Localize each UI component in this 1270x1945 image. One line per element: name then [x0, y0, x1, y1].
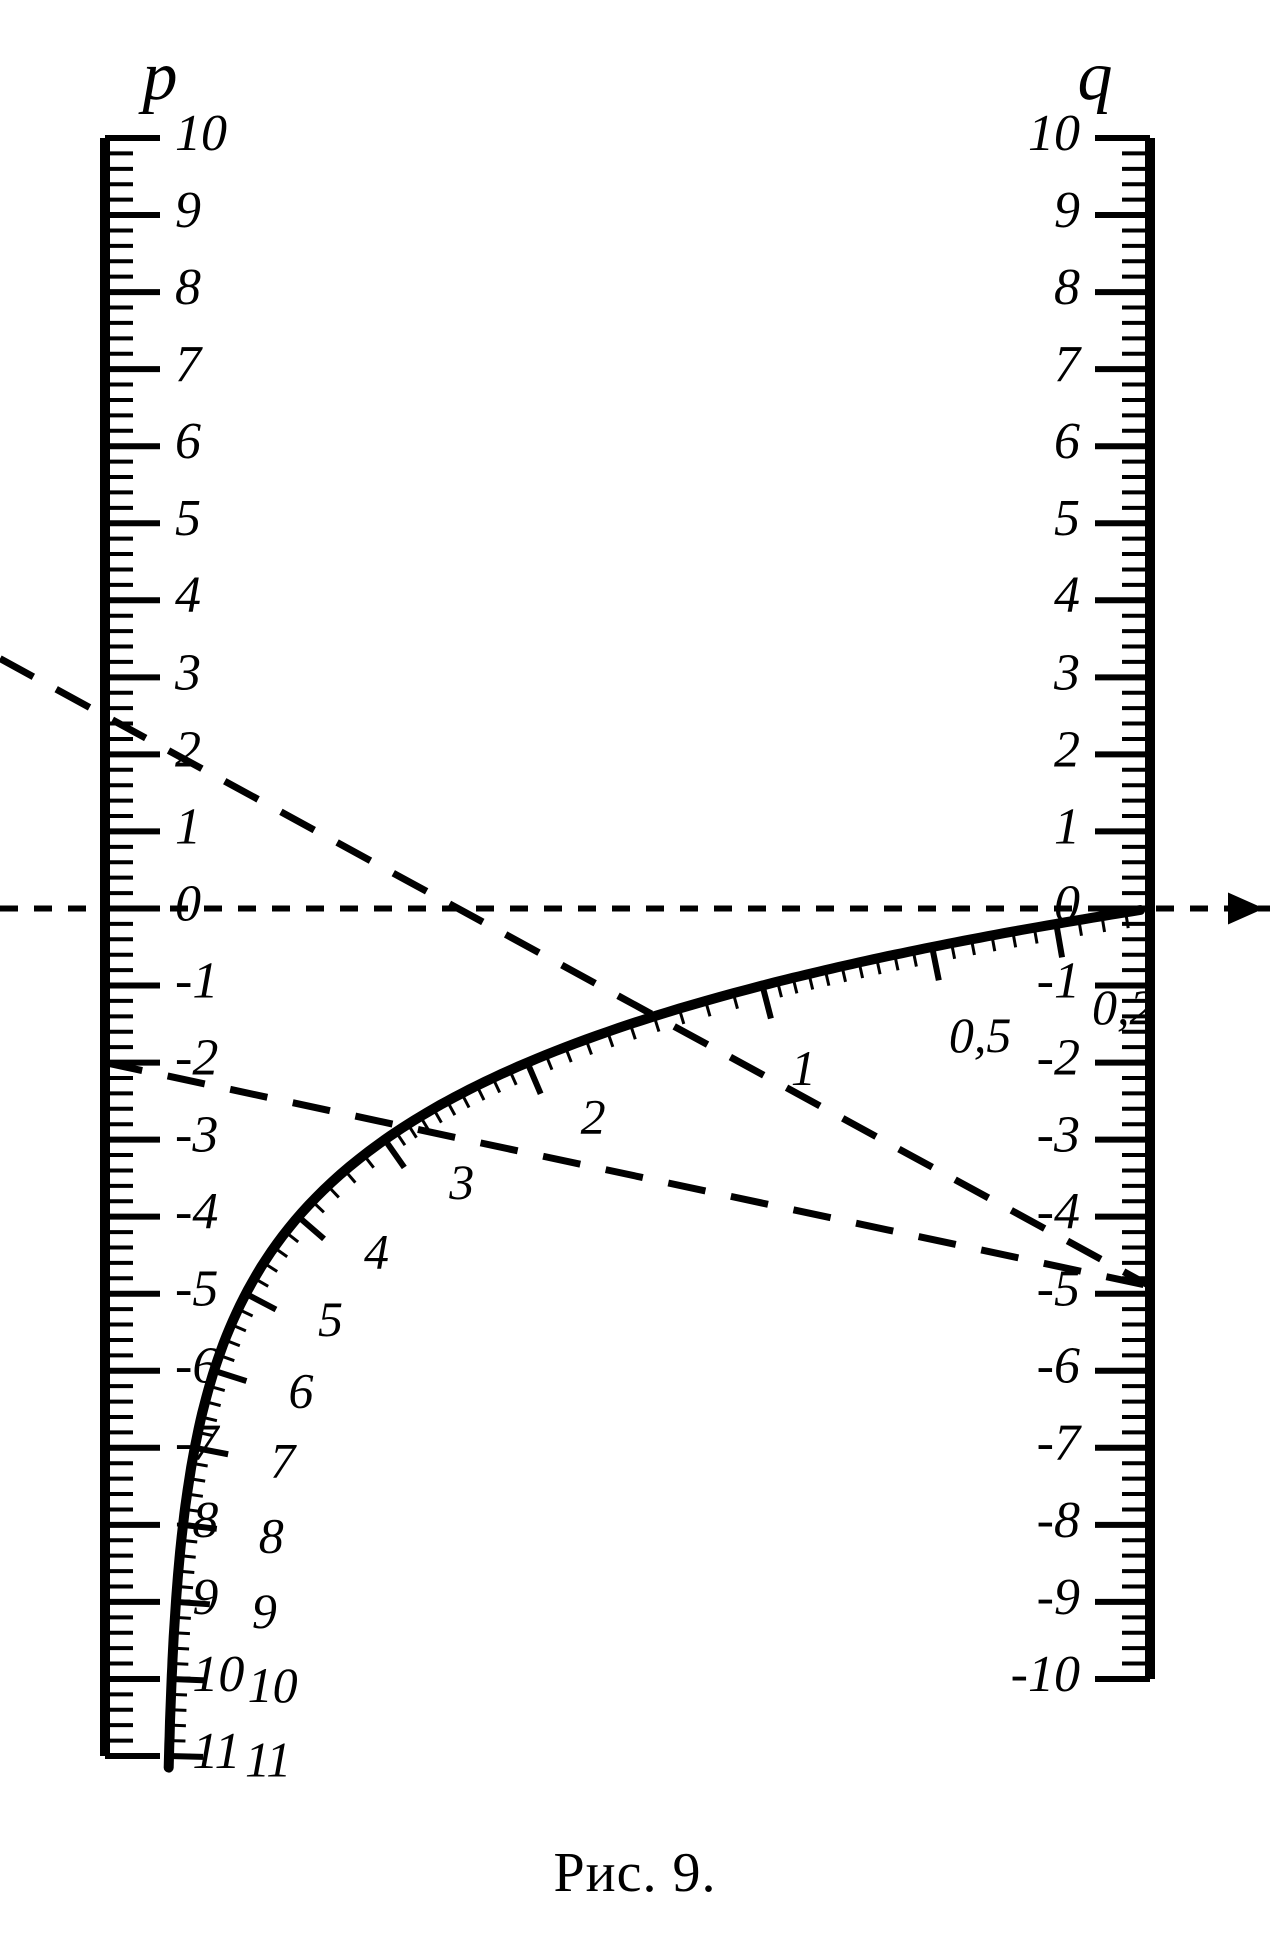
svg-text:-5: -5: [175, 1261, 218, 1318]
svg-text:1: 1: [791, 1040, 816, 1096]
svg-text:0,2: 0,2: [1092, 979, 1155, 1035]
svg-text:q: q: [1078, 38, 1113, 115]
figure-caption: Рис. 9.: [0, 1841, 1270, 1905]
index-lines: [0, 659, 1150, 1286]
svg-text:10: 10: [248, 1657, 298, 1713]
svg-text:8: 8: [175, 259, 201, 316]
q-scale: q109876543210-1-2-3-4-5-6-7-8-9-10: [1011, 38, 1150, 1703]
svg-text:-4: -4: [1037, 1184, 1080, 1241]
svg-text:-1: -1: [1037, 952, 1080, 1009]
svg-text:-11: -11: [175, 1723, 240, 1780]
svg-text:6: 6: [288, 1363, 313, 1419]
svg-text:-9: -9: [1037, 1569, 1080, 1626]
svg-text:9: 9: [252, 1583, 277, 1639]
svg-text:11: 11: [245, 1731, 291, 1787]
svg-text:7: 7: [175, 336, 203, 393]
svg-text:1: 1: [175, 798, 201, 855]
svg-text:0: 0: [175, 875, 201, 932]
svg-text:p: p: [138, 38, 178, 115]
svg-text:6: 6: [1054, 413, 1080, 470]
svg-text:-7: -7: [1037, 1415, 1082, 1472]
svg-text:-3: -3: [175, 1107, 218, 1164]
svg-text:-4: -4: [175, 1184, 218, 1241]
svg-text:-3: -3: [1037, 1107, 1080, 1164]
svg-text:0,5: 0,5: [949, 1007, 1012, 1063]
svg-text:-1: -1: [175, 952, 218, 1009]
svg-text:2: 2: [581, 1088, 606, 1144]
svg-text:-6: -6: [1037, 1338, 1080, 1395]
svg-text:10: 10: [1028, 105, 1080, 162]
svg-text:9: 9: [1054, 182, 1080, 239]
svg-text:4: 4: [364, 1223, 389, 1279]
svg-text:-8: -8: [1037, 1492, 1080, 1549]
svg-text:6: 6: [175, 413, 201, 470]
svg-text:-2: -2: [1037, 1030, 1080, 1087]
svg-text:1: 1: [1054, 798, 1080, 855]
root-curve: 0,2 0,5 1 2 3 456 7 8 9 10 11: [169, 910, 1155, 1787]
svg-text:7: 7: [1054, 336, 1082, 393]
svg-text:8: 8: [259, 1507, 284, 1563]
svg-text:3: 3: [174, 644, 201, 701]
svg-text:8: 8: [1054, 259, 1080, 316]
svg-text:9: 9: [175, 182, 201, 239]
svg-text:10: 10: [175, 105, 227, 162]
svg-text:5: 5: [318, 1291, 343, 1347]
svg-text:3: 3: [448, 1154, 474, 1210]
svg-text:4: 4: [175, 567, 201, 624]
svg-text:4: 4: [1054, 567, 1080, 624]
svg-text:7: 7: [270, 1433, 297, 1489]
svg-text:3: 3: [1053, 644, 1080, 701]
nomogram-svg: p109876543210-1-2-3-4-5-6-7-8-9-10-11q10…: [0, 0, 1270, 1945]
svg-text:5: 5: [1054, 490, 1080, 547]
svg-text:5: 5: [175, 490, 201, 547]
svg-text:-10: -10: [1011, 1646, 1080, 1703]
svg-text:2: 2: [1054, 721, 1080, 778]
